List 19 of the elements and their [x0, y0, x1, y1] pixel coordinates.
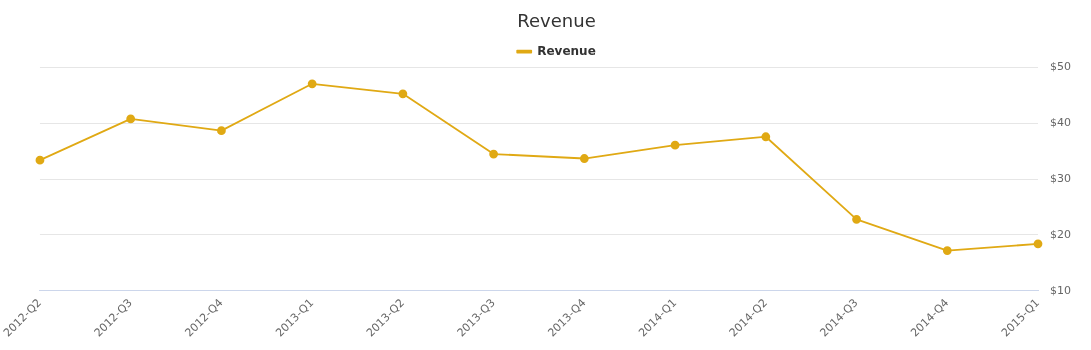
y-tick-label: $40 [1050, 116, 1071, 130]
point [579, 154, 589, 163]
y-tick-label: $20 [1050, 227, 1071, 241]
point [126, 114, 136, 124]
point [761, 132, 771, 142]
point [489, 149, 499, 159]
point [398, 89, 408, 99]
point [852, 214, 861, 224]
point [1033, 239, 1043, 249]
chart-title: Revenue [517, 10, 596, 32]
y-tick-label: $50 [1050, 60, 1071, 74]
point [35, 155, 45, 165]
y-tick-label: $30 [1050, 172, 1071, 186]
point [307, 79, 317, 89]
y-tick-label: $10 [1050, 283, 1071, 297]
point [217, 126, 226, 136]
point [942, 246, 952, 255]
legend-label: Revenue [537, 43, 596, 58]
point [670, 140, 680, 150]
